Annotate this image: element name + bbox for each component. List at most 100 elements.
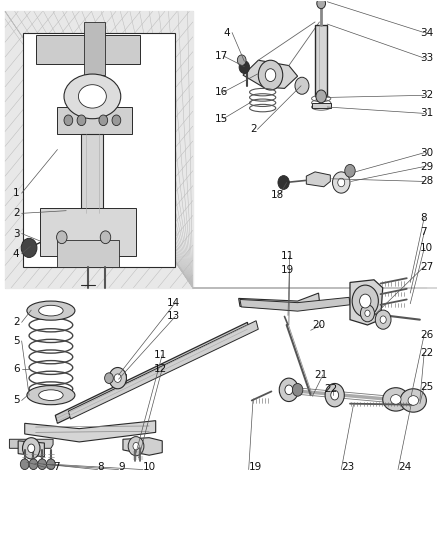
Circle shape bbox=[46, 459, 55, 470]
Circle shape bbox=[325, 383, 344, 407]
Polygon shape bbox=[350, 280, 383, 325]
Circle shape bbox=[105, 373, 113, 383]
Text: 5: 5 bbox=[13, 336, 20, 346]
Polygon shape bbox=[239, 293, 319, 310]
Text: 11: 11 bbox=[281, 251, 294, 261]
Circle shape bbox=[21, 238, 37, 257]
Polygon shape bbox=[57, 107, 132, 134]
Circle shape bbox=[57, 231, 67, 244]
Text: 27: 27 bbox=[420, 262, 433, 271]
Circle shape bbox=[352, 285, 378, 317]
Circle shape bbox=[100, 231, 111, 244]
Circle shape bbox=[99, 115, 108, 126]
Text: 34: 34 bbox=[420, 28, 433, 38]
Text: 4: 4 bbox=[223, 28, 230, 38]
Text: 9: 9 bbox=[119, 463, 125, 472]
Circle shape bbox=[360, 294, 371, 308]
Bar bbox=[57, 240, 119, 266]
Ellipse shape bbox=[64, 74, 121, 119]
Circle shape bbox=[29, 459, 38, 470]
Text: 6: 6 bbox=[13, 364, 20, 374]
Text: 12: 12 bbox=[153, 364, 167, 374]
Circle shape bbox=[128, 437, 144, 456]
Polygon shape bbox=[306, 172, 330, 187]
Text: 32: 32 bbox=[420, 90, 433, 100]
Text: 18: 18 bbox=[271, 190, 284, 200]
Text: 3: 3 bbox=[13, 229, 20, 239]
Ellipse shape bbox=[391, 394, 401, 404]
Text: 2: 2 bbox=[13, 208, 20, 219]
Circle shape bbox=[258, 60, 283, 90]
Ellipse shape bbox=[383, 387, 409, 411]
Circle shape bbox=[20, 459, 29, 470]
Text: 22: 22 bbox=[420, 348, 433, 358]
Text: 16: 16 bbox=[215, 87, 228, 97]
Circle shape bbox=[365, 310, 370, 317]
Text: 13: 13 bbox=[166, 311, 180, 321]
Circle shape bbox=[22, 438, 40, 459]
Bar bbox=[22, 33, 175, 266]
Text: 1: 1 bbox=[13, 188, 20, 198]
Text: 30: 30 bbox=[420, 148, 433, 158]
Text: 14: 14 bbox=[166, 297, 180, 308]
Circle shape bbox=[28, 444, 35, 453]
Text: 23: 23 bbox=[341, 463, 354, 472]
Circle shape bbox=[316, 90, 326, 103]
Circle shape bbox=[375, 310, 391, 329]
Circle shape bbox=[237, 55, 246, 66]
Circle shape bbox=[64, 115, 73, 126]
Bar bbox=[84, 22, 106, 75]
Text: 19: 19 bbox=[249, 463, 262, 472]
Polygon shape bbox=[243, 60, 297, 88]
Bar bbox=[35, 35, 141, 64]
Polygon shape bbox=[123, 438, 162, 455]
Text: 26: 26 bbox=[420, 329, 433, 340]
Text: 15: 15 bbox=[215, 114, 228, 124]
Circle shape bbox=[112, 115, 121, 126]
Circle shape bbox=[77, 115, 86, 126]
Text: 8: 8 bbox=[98, 463, 104, 472]
Circle shape bbox=[345, 165, 355, 177]
Polygon shape bbox=[10, 439, 53, 448]
Ellipse shape bbox=[27, 301, 75, 320]
Ellipse shape bbox=[408, 395, 419, 405]
Circle shape bbox=[109, 368, 127, 389]
Circle shape bbox=[380, 316, 386, 324]
Circle shape bbox=[360, 305, 374, 322]
Text: 11: 11 bbox=[153, 350, 167, 360]
Text: 10: 10 bbox=[143, 463, 156, 472]
Text: 10: 10 bbox=[420, 244, 433, 253]
Polygon shape bbox=[18, 441, 44, 457]
Text: 5: 5 bbox=[13, 395, 20, 406]
Ellipse shape bbox=[39, 305, 63, 316]
Circle shape bbox=[114, 374, 121, 382]
Text: 17: 17 bbox=[215, 51, 228, 61]
Text: 4: 4 bbox=[13, 249, 20, 259]
Circle shape bbox=[317, 0, 325, 9]
Circle shape bbox=[265, 69, 276, 82]
Circle shape bbox=[279, 378, 298, 401]
Text: 25: 25 bbox=[420, 382, 433, 392]
Text: 29: 29 bbox=[420, 161, 433, 172]
Polygon shape bbox=[68, 321, 258, 419]
Text: 19: 19 bbox=[281, 265, 294, 274]
Circle shape bbox=[331, 390, 339, 400]
Circle shape bbox=[338, 178, 345, 187]
Circle shape bbox=[295, 77, 309, 94]
Polygon shape bbox=[5, 11, 193, 288]
Polygon shape bbox=[311, 103, 331, 108]
Ellipse shape bbox=[78, 85, 106, 108]
Ellipse shape bbox=[400, 389, 426, 412]
Circle shape bbox=[278, 175, 289, 189]
Ellipse shape bbox=[39, 390, 63, 400]
Bar bbox=[81, 134, 103, 213]
Circle shape bbox=[285, 385, 293, 394]
Bar bbox=[315, 25, 327, 96]
FancyBboxPatch shape bbox=[5, 11, 193, 288]
Polygon shape bbox=[55, 322, 250, 423]
Text: 2: 2 bbox=[251, 124, 257, 134]
Circle shape bbox=[239, 61, 250, 74]
Text: 28: 28 bbox=[420, 176, 433, 187]
Circle shape bbox=[292, 383, 303, 396]
Polygon shape bbox=[240, 297, 350, 311]
